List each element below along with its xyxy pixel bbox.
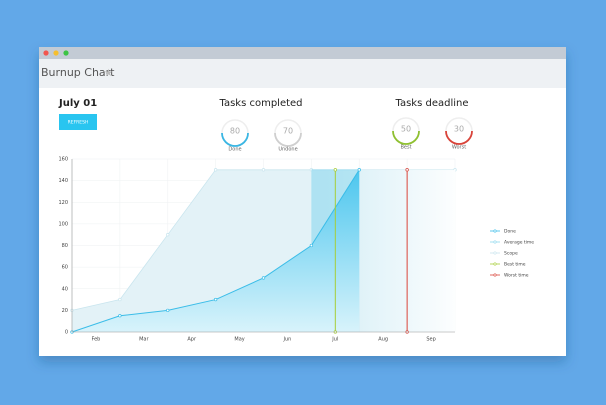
maximize-button[interactable]: [63, 50, 69, 56]
data-point: [213, 168, 218, 172]
y-tick-label: 120: [58, 200, 68, 206]
legend-label: Average time: [504, 240, 534, 246]
minimize-button[interactable]: [53, 50, 59, 56]
y-tick-label: 80: [62, 243, 68, 249]
legend-label: Done: [504, 229, 516, 235]
star-icon[interactable]: ★: [104, 68, 113, 79]
date: July 01: [58, 98, 97, 109]
x-tick-label: Jun: [283, 337, 292, 343]
header: [39, 59, 566, 88]
gauge-label: Done: [228, 147, 241, 153]
refresh-button[interactable]: [59, 114, 97, 130]
marker-point: [333, 168, 337, 172]
data-point: [213, 297, 218, 302]
x-tick-label: Feb: [92, 337, 101, 343]
y-tick-label: 40: [62, 286, 68, 292]
y-tick-label: 0: [65, 330, 68, 336]
data-point: [357, 168, 361, 172]
x-tick-label: Apr: [187, 337, 197, 343]
legend-dot: [493, 229, 497, 233]
x-tick-label: Sep: [426, 337, 435, 343]
x-tick-label: Jul: [331, 337, 338, 343]
y-tick-label: 140: [58, 178, 68, 184]
legend-dot: [493, 273, 497, 277]
y-tick-label: 160: [58, 157, 68, 163]
gauge-arc: [221, 132, 249, 147]
window-title: Burnup Chart: [41, 66, 115, 79]
data-point: [309, 243, 314, 248]
legend-label: Best time: [504, 262, 526, 268]
legend-label: Scope: [504, 251, 518, 257]
y-tick-label: 60: [62, 265, 68, 271]
x-tick-label: Mar: [139, 337, 149, 343]
x-tick-label: May: [234, 337, 244, 343]
close-button[interactable]: [43, 50, 49, 56]
refresh-label[interactable]: REFRESH: [68, 120, 89, 126]
data-point: [261, 276, 266, 280]
data-point: [261, 168, 266, 172]
data-point: [166, 233, 170, 237]
legend-label: Worst time: [504, 273, 529, 279]
gauge-arc: [274, 132, 302, 147]
data-point: [166, 308, 170, 313]
legend-dot: [493, 251, 497, 255]
gauge-label: Best: [400, 145, 411, 151]
gauge-value: 80: [230, 127, 240, 136]
data-point: [118, 297, 122, 302]
data-point: [118, 314, 122, 318]
y-tick-label: 100: [58, 221, 68, 227]
gauge-arc: [445, 130, 473, 145]
section-title: Tasks deadline: [395, 98, 469, 109]
gauge-label: Undone: [278, 147, 297, 153]
gauge-value: 30: [454, 125, 464, 134]
title-bar: [39, 47, 566, 59]
x-tick-label: Aug: [378, 337, 388, 343]
legend-dot: [493, 262, 497, 266]
y-tick-label: 20: [62, 308, 68, 314]
area-fill: [72, 169, 360, 332]
marker-point: [405, 168, 409, 172]
gauge-label: Worst: [452, 145, 466, 151]
gauge-value: 50: [401, 125, 411, 134]
legend-dot: [493, 240, 497, 244]
gauge-arc: [392, 130, 420, 145]
section-title: Tasks completed: [218, 98, 302, 109]
gauge-value: 70: [283, 127, 293, 136]
